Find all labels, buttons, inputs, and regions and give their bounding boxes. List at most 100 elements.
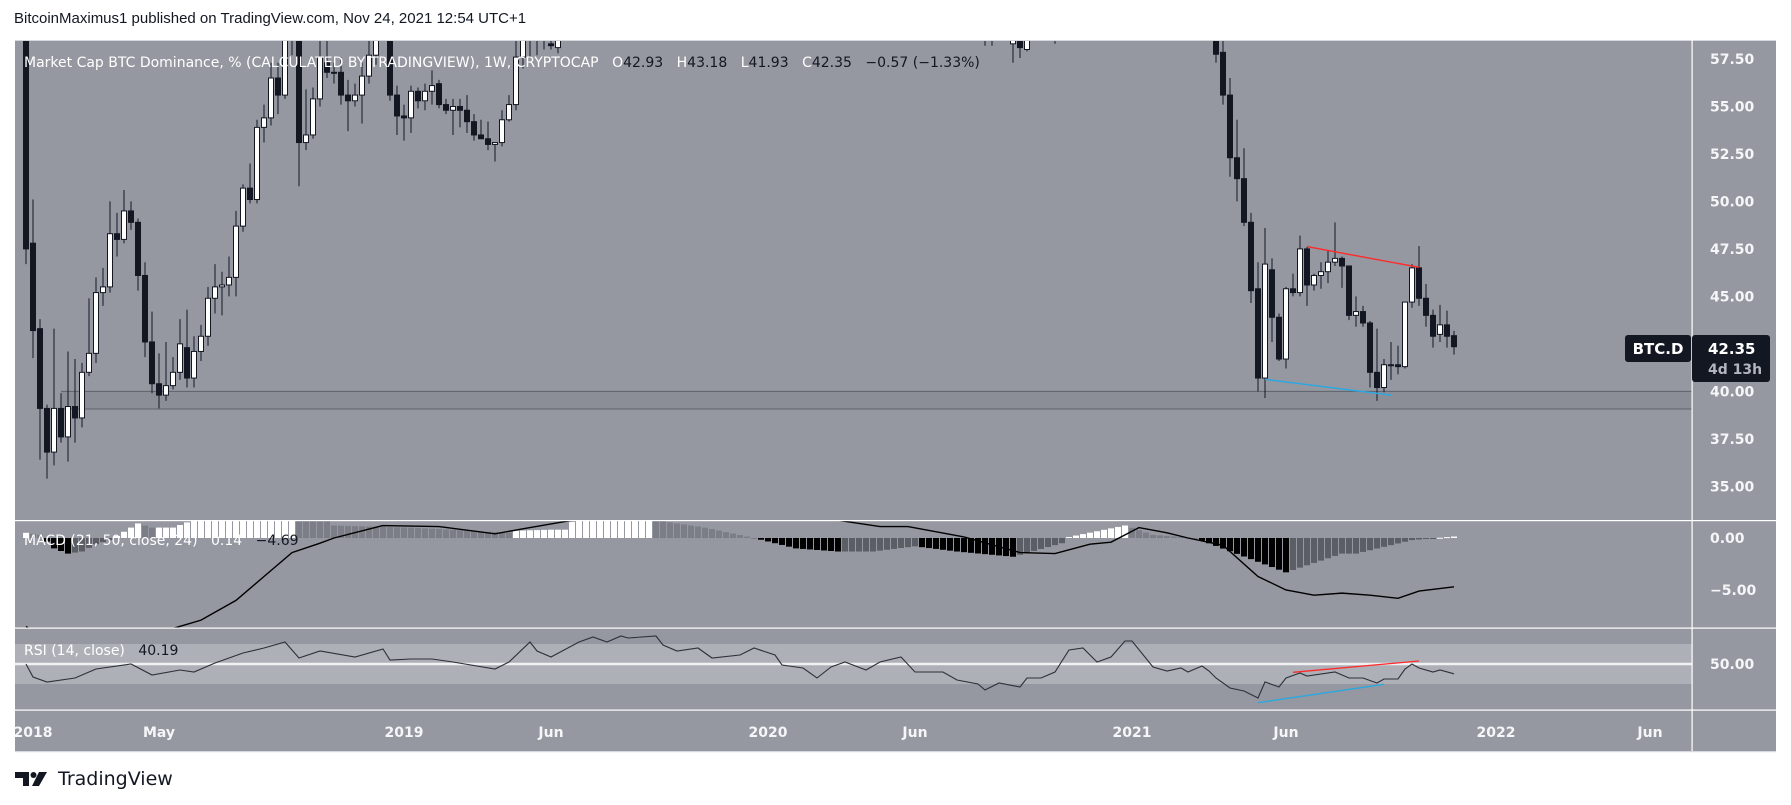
macd-histogram-bar	[415, 527, 421, 538]
candle-up	[268, 62, 274, 126]
price-axis-divider[interactable]	[1691, 40, 1693, 752]
candle-body	[394, 94, 400, 117]
macd-histogram-bar	[947, 538, 953, 551]
candle-body	[555, 41, 561, 49]
candle-body	[1339, 257, 1345, 267]
macd-histogram-bar	[1388, 538, 1394, 546]
macd-histogram-bar	[842, 538, 848, 552]
macd-histogram-bar	[1325, 538, 1331, 559]
candle-body	[457, 105, 463, 111]
macd-histogram-bar	[1108, 528, 1114, 538]
macd-histogram-bar	[1311, 538, 1317, 563]
candle-down	[142, 262, 148, 358]
candle-up	[93, 277, 99, 363]
candle-down	[1234, 119, 1240, 202]
candle-up	[226, 256, 232, 297]
macd-histogram-bar	[58, 538, 64, 551]
macd-histogram-bar	[128, 527, 134, 538]
candle-down	[58, 393, 64, 443]
macd-histogram-bar	[1066, 536, 1072, 538]
macd-histogram-bar	[275, 521, 281, 538]
macd-histogram-value: 0.14	[211, 533, 243, 549]
symbol-title: Market Cap BTC Dominance, % (CALCULATED …	[24, 55, 599, 71]
macd-histogram-bar	[772, 538, 778, 544]
macd-histogram-bar	[149, 527, 155, 538]
candle-up	[513, 41, 519, 111]
macd-histogram-bar	[51, 538, 57, 549]
rsi-support-trendline	[1257, 683, 1385, 704]
candle-body	[1311, 274, 1317, 286]
candle-body	[261, 117, 267, 128]
low-value: 41.93	[748, 55, 789, 71]
candle-body	[37, 328, 43, 409]
macd-pane[interactable]	[23, 496, 1457, 652]
macd-pane-divider[interactable]	[15, 520, 1776, 522]
candle-down	[149, 311, 155, 394]
macd-histogram-bar	[884, 538, 890, 550]
candle-up	[529, 41, 531, 59]
macd-histogram-bar	[975, 538, 981, 554]
candle-up	[100, 267, 106, 306]
price-tick-label: 45.00	[1710, 289, 1755, 305]
rsi-title: RSI (14, close)	[24, 643, 125, 659]
macd-histogram-bar	[44, 538, 50, 542]
rsi-legend[interactable]: RSI (14, close) 40.19	[24, 643, 178, 659]
rsi-pane-divider[interactable]	[15, 627, 1776, 629]
candle-down	[1374, 328, 1380, 401]
candle-down	[72, 359, 78, 443]
last-price-value: 42.35	[1708, 340, 1755, 358]
candle-up	[536, 41, 538, 56]
macd-histogram-bar	[226, 521, 232, 538]
macd-histogram-bar	[1304, 538, 1310, 566]
resistance-trendline	[1306, 245, 1420, 269]
candle-body	[324, 62, 330, 73]
macd-histogram-bar	[926, 538, 932, 549]
candle-body	[149, 341, 155, 385]
macd-histogram-bar	[1290, 538, 1296, 570]
macd-histogram-bar	[625, 521, 631, 538]
candle-body	[990, 2, 995, 11]
macd-histogram-bar	[1374, 538, 1380, 549]
candle-up	[198, 324, 204, 361]
macd-histogram-bar	[177, 525, 183, 538]
macd-histogram-bar	[1395, 538, 1401, 544]
open-value: 42.93	[623, 55, 664, 71]
candle-down	[443, 98, 449, 115]
candle-body	[359, 75, 365, 96]
candle-body	[513, 56, 519, 106]
candle-up	[506, 95, 512, 122]
macd-histogram-bar	[1360, 538, 1366, 552]
macd-histogram-bar	[506, 532, 512, 538]
candle-body	[170, 371, 176, 387]
rsi-pane[interactable]	[15, 635, 1692, 704]
time-axis[interactable]: 2018 May 2019 Jun 2020 Jun 2021 Jun 2022 Jun	[14, 725, 1663, 741]
candle-body	[1332, 257, 1338, 263]
tradingview-footer[interactable]: TradingView	[15, 768, 173, 790]
macd-histogram-bar	[1444, 537, 1450, 539]
macd-histogram-bar	[590, 521, 596, 538]
macd-histogram-bar	[345, 525, 351, 538]
candle-body	[1409, 267, 1415, 303]
candle-down	[415, 87, 421, 109]
macd-histogram-bar	[667, 522, 673, 538]
candle-body	[1430, 314, 1436, 337]
candle-up	[1010, 41, 1016, 63]
macd-histogram-bar	[1010, 538, 1016, 557]
candle-down	[30, 199, 36, 359]
candle-body	[1227, 94, 1233, 159]
candle-body	[1290, 288, 1296, 294]
candle-body	[268, 77, 274, 119]
macd-legend[interactable]: MACD (21, 50, close, 24) 0.14 −4.69	[24, 533, 299, 549]
price-pane[interactable]	[23, 0, 1693, 479]
macd-histogram-bar	[1227, 538, 1233, 552]
macd-histogram-bar	[1346, 538, 1352, 554]
candle-up	[373, 41, 379, 65]
candle-up	[51, 328, 57, 466]
macd-histogram-bar	[233, 521, 239, 538]
candle-body	[464, 109, 470, 123]
chart-top-border	[15, 40, 1776, 41]
candle-body	[1304, 248, 1310, 286]
price-axis[interactable]: 57.50 55.00 52.50 50.00 47.50 45.00 40.00 37.50…	[1710, 52, 1757, 673]
candle-body	[79, 371, 85, 419]
